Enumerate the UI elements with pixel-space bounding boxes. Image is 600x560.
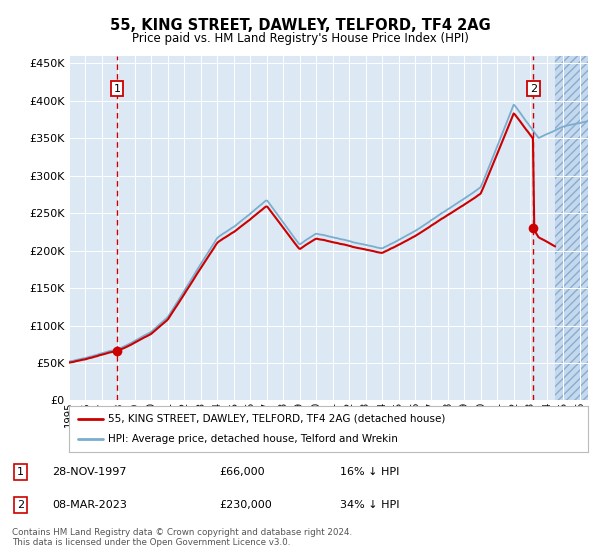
Text: 1: 1 <box>17 467 24 477</box>
Text: Contains HM Land Registry data © Crown copyright and database right 2024.
This d: Contains HM Land Registry data © Crown c… <box>12 528 352 547</box>
Text: £66,000: £66,000 <box>220 467 265 477</box>
Text: 28-NOV-1997: 28-NOV-1997 <box>52 467 127 477</box>
Text: £230,000: £230,000 <box>220 500 272 510</box>
Text: 2: 2 <box>530 83 537 94</box>
Text: HPI: Average price, detached house, Telford and Wrekin: HPI: Average price, detached house, Telf… <box>108 434 398 444</box>
Text: Price paid vs. HM Land Registry's House Price Index (HPI): Price paid vs. HM Land Registry's House … <box>131 32 469 45</box>
Bar <box>555 56 588 400</box>
Text: 2: 2 <box>17 500 24 510</box>
Text: 34% ↓ HPI: 34% ↓ HPI <box>340 500 400 510</box>
Text: 1: 1 <box>113 83 121 94</box>
Text: 16% ↓ HPI: 16% ↓ HPI <box>340 467 400 477</box>
Text: 55, KING STREET, DAWLEY, TELFORD, TF4 2AG: 55, KING STREET, DAWLEY, TELFORD, TF4 2A… <box>110 18 490 33</box>
Text: 08-MAR-2023: 08-MAR-2023 <box>52 500 127 510</box>
Text: 55, KING STREET, DAWLEY, TELFORD, TF4 2AG (detached house): 55, KING STREET, DAWLEY, TELFORD, TF4 2A… <box>108 414 445 424</box>
